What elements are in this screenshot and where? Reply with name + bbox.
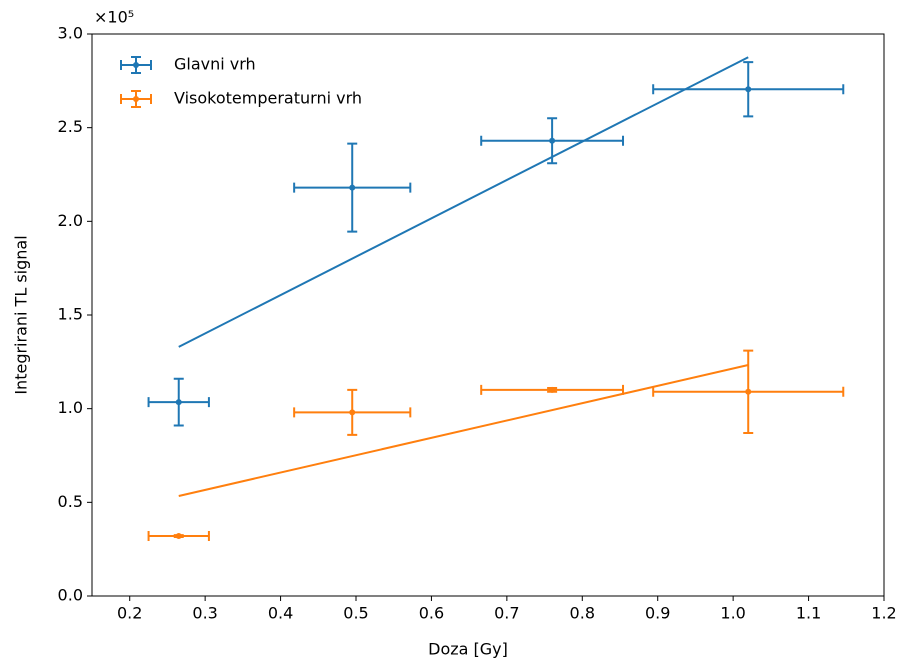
y-tick-label: 1.0: [58, 398, 83, 417]
x-tick-label: 0.3: [192, 604, 217, 623]
point: [175, 399, 182, 406]
y-tick-label: 2.5: [58, 117, 83, 136]
y-offset-label: ×10⁵: [94, 8, 134, 27]
point: [745, 86, 752, 93]
y-tick-label: 0.5: [58, 492, 83, 511]
fit-line: [178, 364, 749, 497]
y-tick-label: 2.0: [58, 211, 83, 230]
x-axis-label: Doza [Gy]: [428, 640, 508, 659]
plot-frame: [91, 33, 885, 597]
x-tick-label: 0.7: [494, 604, 519, 623]
legend-marker: [133, 62, 139, 68]
point: [745, 388, 752, 395]
x-tick-label: 0.4: [268, 604, 293, 623]
legend-marker: [133, 96, 139, 102]
x-tick-label: 0.2: [117, 604, 142, 623]
point: [549, 137, 556, 144]
x-tick-label: 0.8: [570, 604, 595, 623]
x-tick-label: 0.6: [419, 604, 444, 623]
point: [349, 184, 356, 191]
y-tick-label: 1.5: [58, 305, 83, 324]
y-tick-label: 3.0: [58, 24, 83, 43]
x-tick-label: 1.0: [720, 604, 745, 623]
point: [175, 533, 182, 540]
y-axis-label: Integrirani TL signal: [12, 235, 31, 394]
x-tick-label: 1.1: [796, 604, 821, 623]
legend-label: Visokotemperaturni vrh: [174, 89, 362, 108]
point: [349, 409, 356, 416]
y-tick-label: 0.0: [58, 586, 83, 605]
point: [549, 386, 556, 393]
fit-line: [178, 56, 749, 348]
x-tick-label: 0.5: [343, 604, 368, 623]
legend-label: Glavni vrh: [174, 55, 256, 74]
x-tick-label: 1.2: [871, 604, 896, 623]
x-tick-label: 0.9: [645, 604, 670, 623]
